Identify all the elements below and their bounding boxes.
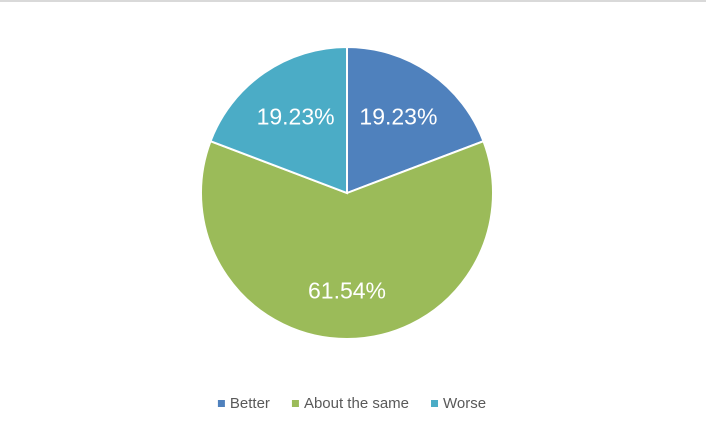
data-label: 19.23% (359, 104, 437, 130)
legend-label: Worse (443, 395, 486, 412)
legend-label: About the same (304, 395, 409, 412)
legend-swatch (291, 400, 299, 407)
pie-slice (209, 45, 348, 195)
legend-label: Better (230, 395, 270, 412)
legend-swatch (217, 400, 225, 407)
legend: Better About the same Worse (217, 395, 486, 412)
data-labels: 19.23% 61.54% 19.23% (257, 104, 438, 304)
legend-swatch (431, 400, 439, 407)
pie-slice (200, 139, 494, 340)
pie (200, 45, 494, 340)
data-label: 61.54% (308, 277, 386, 303)
pie-slice (346, 45, 485, 195)
data-label: 19.23% (257, 104, 335, 130)
